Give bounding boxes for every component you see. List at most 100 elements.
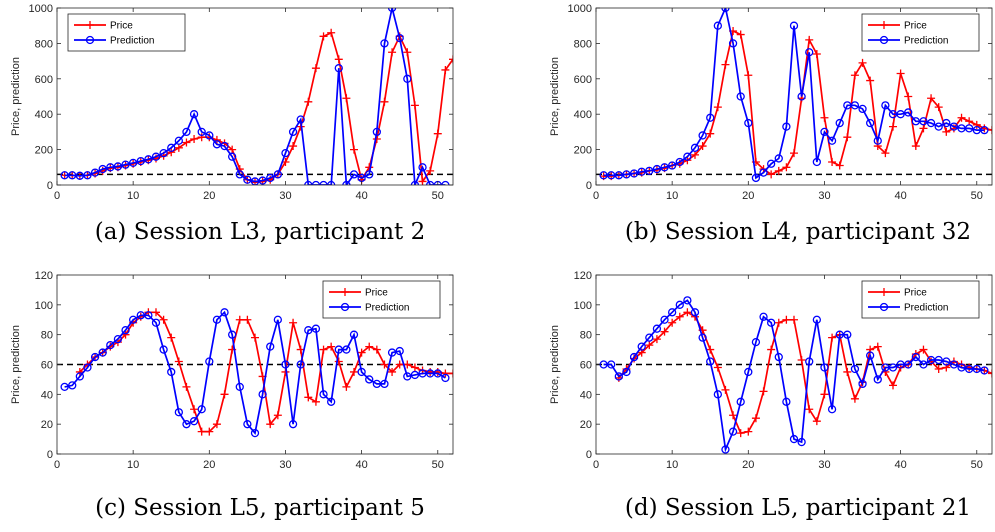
- price-point: [75, 367, 84, 376]
- price-point: [873, 142, 882, 151]
- y-tick-label: 80: [41, 330, 53, 342]
- legend-marker: [880, 21, 888, 29]
- price-point: [972, 120, 981, 129]
- prediction-point: [706, 357, 715, 366]
- legend-label: Prediction: [904, 303, 948, 314]
- price-point: [652, 335, 661, 344]
- prediction-point: [281, 360, 290, 369]
- price-point: [449, 369, 453, 378]
- price-point: [304, 393, 313, 402]
- price-point: [174, 143, 183, 152]
- prediction-point: [304, 180, 313, 185]
- price-point: [835, 161, 844, 170]
- x-tick-label: 0: [54, 459, 60, 471]
- prediction-point: [83, 171, 92, 180]
- prediction-point: [83, 363, 92, 372]
- price-point: [850, 71, 859, 80]
- price-point: [843, 367, 852, 376]
- prediction-point: [873, 375, 882, 384]
- x-tick-label: 30: [818, 190, 830, 202]
- prediction-point: [774, 154, 783, 163]
- prediction-point: [774, 352, 783, 362]
- panel-b: 0 10 20 30 40 50 0 200 400 600 800 1000 Price, predi…: [549, 3, 993, 245]
- prediction-point: [873, 136, 882, 145]
- price-point: [449, 55, 453, 64]
- prediction-point: [683, 296, 692, 305]
- price-point: [645, 341, 654, 350]
- y-tick-label: 100: [574, 300, 592, 312]
- price-point: [334, 55, 343, 64]
- prediction-point: [98, 348, 107, 357]
- prediction-point: [797, 92, 806, 101]
- prediction-point: [113, 162, 123, 171]
- y-tick-label: 1000: [568, 3, 592, 15]
- price-point: [167, 148, 176, 157]
- price-point: [881, 149, 890, 158]
- y-tick-label: 600: [35, 74, 53, 86]
- series-group: [60, 8, 453, 185]
- legend-box: [322, 280, 441, 319]
- subfigure-caption: (c) Session L5, participant 5: [95, 495, 425, 521]
- prediction-point: [205, 357, 214, 366]
- prediction-point: [395, 346, 404, 356]
- prediction-point: [698, 333, 707, 342]
- prediction-point: [144, 311, 153, 320]
- prediction-point: [342, 180, 351, 185]
- prediction-point: [751, 337, 761, 347]
- prediction-point: [759, 168, 768, 177]
- price-point: [713, 103, 722, 112]
- prediction-point: [136, 156, 145, 166]
- prediction-point: [850, 101, 860, 110]
- legend-label: Price: [365, 288, 388, 299]
- prediction-point: [98, 164, 107, 174]
- price-point: [767, 170, 776, 179]
- prediction-point: [896, 110, 905, 119]
- series-line-prediction: [603, 8, 985, 180]
- prediction-point: [380, 379, 389, 389]
- price-point: [965, 117, 974, 126]
- price-point: [911, 142, 920, 151]
- prediction-point: [759, 312, 768, 321]
- price-point: [744, 427, 753, 436]
- prediction-point: [645, 166, 654, 175]
- x-tick-label: 20: [742, 190, 754, 202]
- price-point: [744, 71, 753, 80]
- price-point: [350, 145, 358, 154]
- price-point: [782, 315, 791, 324]
- y-tick-label: 20: [580, 419, 592, 431]
- prediction-point: [403, 74, 412, 83]
- prediction-point: [288, 420, 298, 429]
- x-tick-label: 30: [818, 459, 830, 471]
- price-point: [774, 166, 783, 175]
- series-line-prediction: [64, 8, 446, 185]
- price-point: [167, 333, 176, 342]
- legend-marker: [85, 35, 95, 45]
- price-point: [797, 356, 806, 365]
- prediction-point: [934, 355, 943, 365]
- legend-marker: [341, 288, 349, 296]
- price-point: [957, 113, 966, 122]
- y-tick-label: 100: [35, 300, 53, 312]
- price-point: [197, 133, 206, 142]
- price-point: [843, 133, 852, 142]
- prediction-point: [144, 155, 153, 164]
- y-tick-label: 0: [586, 449, 592, 461]
- prediction-point: [668, 308, 677, 317]
- x-tick-label: 40: [355, 190, 367, 202]
- price-point: [942, 127, 951, 136]
- prediction-point: [243, 420, 252, 429]
- legend-marker: [340, 302, 350, 312]
- legend-marker: [880, 288, 888, 296]
- x-tick-label: 10: [666, 190, 678, 202]
- prediction-point: [607, 360, 616, 369]
- prediction-point: [403, 372, 412, 381]
- price-point: [327, 28, 336, 37]
- price-point: [934, 364, 943, 373]
- x-tick-label: 10: [127, 459, 139, 471]
- prediction-point: [174, 408, 183, 417]
- series-line-prediction: [64, 310, 446, 435]
- prediction-point: [919, 360, 928, 369]
- prediction-point: [827, 405, 837, 414]
- prediction-point: [319, 180, 328, 185]
- legend-label: Price: [110, 21, 133, 32]
